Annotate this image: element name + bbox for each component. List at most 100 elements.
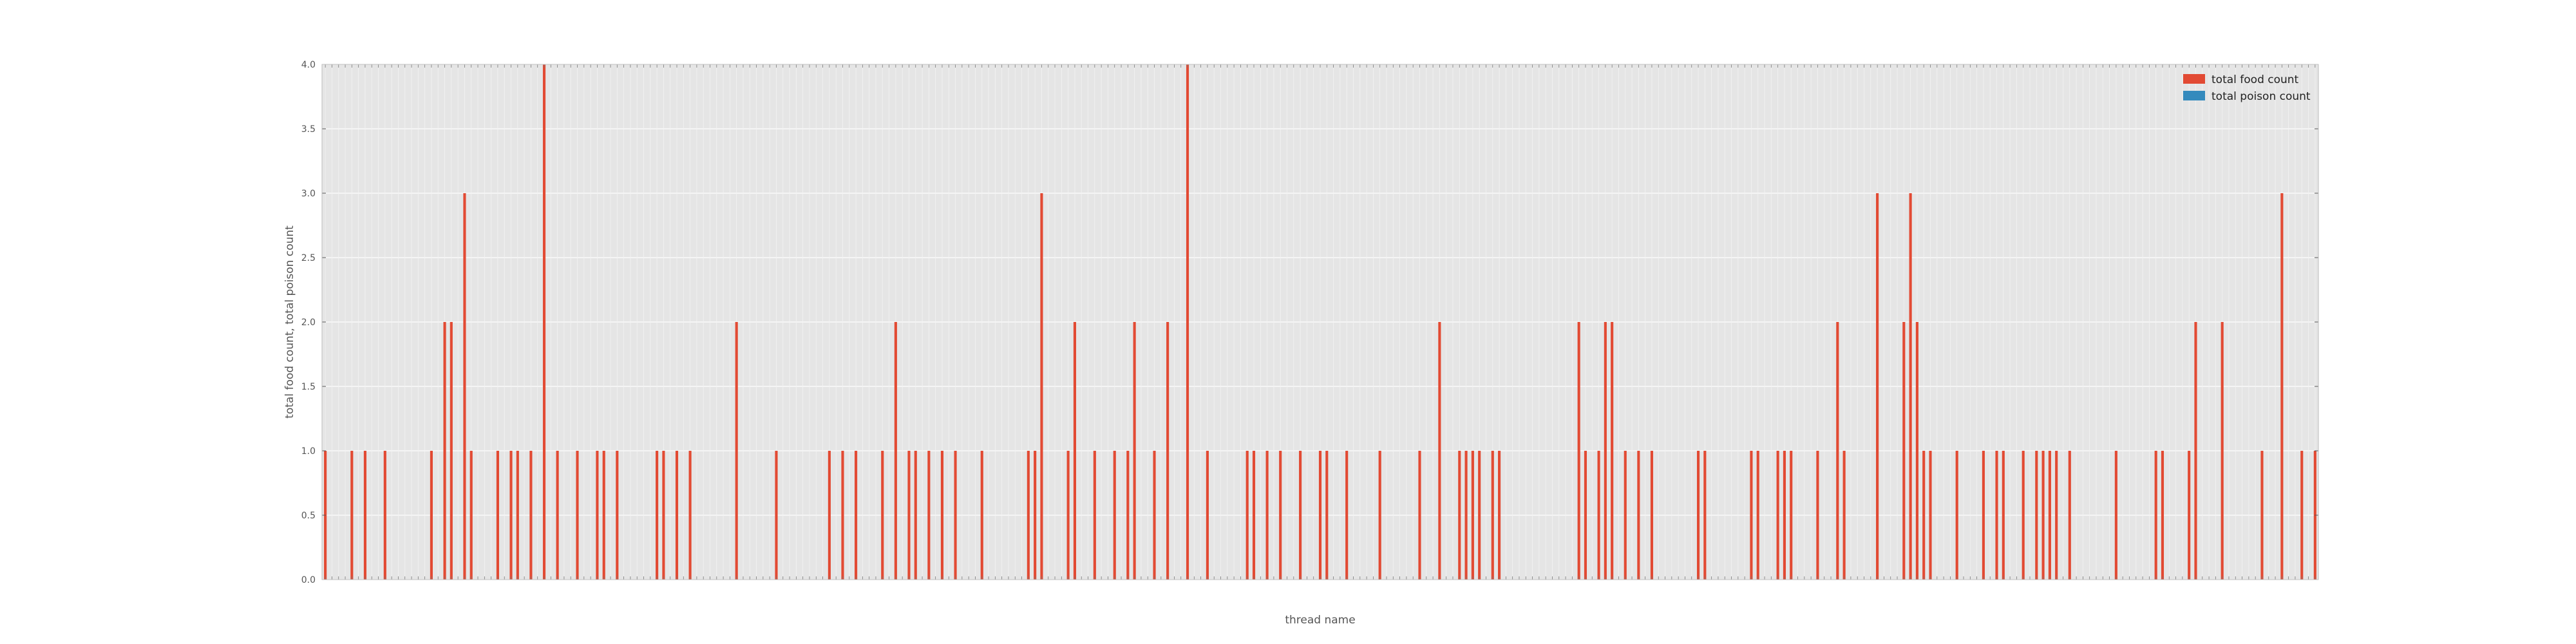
food-bar <box>2041 451 2045 580</box>
food-bar <box>383 451 386 580</box>
food-bar <box>1577 322 1580 580</box>
food-bar <box>1073 322 1076 580</box>
food-bar <box>616 451 619 580</box>
food-bar <box>2055 451 2058 580</box>
food-bar <box>1637 451 1640 580</box>
food-bar <box>2188 451 2191 580</box>
food-bar <box>1597 451 1600 580</box>
food-bar <box>1995 451 1998 580</box>
food-bar <box>2154 451 2157 580</box>
food-bar <box>2280 193 2284 580</box>
food-bar <box>1584 451 1587 580</box>
food-bar <box>529 451 533 580</box>
food-bar <box>940 451 944 580</box>
food-bar <box>463 193 466 580</box>
food-bar <box>2300 451 2304 580</box>
food-bar <box>1842 451 1846 580</box>
food-bar <box>1133 322 1136 580</box>
food-bar <box>927 451 931 580</box>
food-bar <box>1265 451 1269 580</box>
legend-swatch-poison <box>2183 91 2205 100</box>
food-bar <box>2068 451 2071 580</box>
food-bar <box>1186 64 1189 580</box>
y-tick-label: 2.5 <box>301 253 316 263</box>
food-bar <box>675 451 679 580</box>
food-bar <box>430 451 433 580</box>
food-bar <box>1783 451 1786 580</box>
food-bar <box>516 451 519 580</box>
y-tick-label: 3.0 <box>301 189 316 199</box>
food-bar <box>1876 193 1879 580</box>
food-bar <box>450 322 453 580</box>
y-tick-label: 4.0 <box>301 60 316 70</box>
food-bar <box>1126 451 1130 580</box>
legend-swatch-food <box>2183 74 2205 84</box>
food-bar <box>1955 451 1958 580</box>
food-bar <box>1458 451 1461 580</box>
food-bar <box>1040 193 1043 580</box>
food-bar <box>1418 451 1421 580</box>
y-tick-label: 0.5 <box>301 511 316 521</box>
food-bar <box>1929 451 1932 580</box>
food-bar <box>656 451 659 580</box>
food-bar <box>1909 193 1912 580</box>
food-bar <box>1915 322 1918 580</box>
food-bar <box>1252 451 1256 580</box>
food-bar <box>1153 451 1156 580</box>
food-bar <box>2260 451 2264 580</box>
food-bar <box>907 451 911 580</box>
legend-label-food: total food count <box>2211 73 2299 86</box>
y-tick-label: 0.0 <box>301 575 316 585</box>
food-bar <box>1703 451 1707 580</box>
food-bar <box>2022 451 2025 580</box>
food-bar <box>1756 451 1759 580</box>
food-bar <box>443 322 446 580</box>
food-bar <box>1902 322 1906 580</box>
food-bar <box>1471 451 1474 580</box>
food-bar <box>1922 451 1926 580</box>
food-bar <box>1299 451 1302 580</box>
food-bar <box>662 451 665 580</box>
food-bar <box>2002 451 2005 580</box>
food-bar <box>1345 451 1349 580</box>
food-bar <box>1816 451 1819 580</box>
y-ticks: 0.0 0.5 1.0 1.5 2.0 2.5 3.0 3.5 4.0 <box>301 60 2318 585</box>
food-bar <box>469 451 473 580</box>
legend: total food count total poison count <box>2183 73 2311 103</box>
food-bar <box>735 322 738 580</box>
food-bar <box>1696 451 1700 580</box>
food-bar <box>2035 451 2038 580</box>
food-bar <box>1325 451 1329 580</box>
food-bar <box>1245 451 1249 580</box>
food-bar <box>841 451 844 580</box>
food-bar <box>1066 451 1070 580</box>
food-bar <box>980 451 983 580</box>
x-axis-label: thread name <box>1285 614 1355 627</box>
food-bar <box>1093 451 1096 580</box>
food-bar <box>1790 451 1793 580</box>
food-bar <box>1478 451 1481 580</box>
food-bar <box>556 451 559 580</box>
y-tick-label: 1.5 <box>301 382 316 392</box>
food-bar <box>1604 322 1607 580</box>
food-bar <box>1776 451 1779 580</box>
food-bar <box>2194 322 2197 580</box>
food-bar <box>2114 451 2117 580</box>
food-bar <box>363 451 367 580</box>
food-bar <box>914 451 917 580</box>
food-bar <box>855 451 858 580</box>
food-bar <box>596 451 599 580</box>
food-bar <box>1166 322 1170 580</box>
legend-label-poison: total poison count <box>2211 90 2311 103</box>
y-tick-label: 3.5 <box>301 124 316 135</box>
food-bar <box>688 451 692 580</box>
food-bar <box>602 451 605 580</box>
food-bar <box>1113 451 1116 580</box>
food-bar <box>954 451 957 580</box>
food-bar <box>894 322 897 580</box>
food-bar <box>775 451 778 580</box>
food-bar <box>1836 322 1839 580</box>
food-bar <box>509 451 513 580</box>
